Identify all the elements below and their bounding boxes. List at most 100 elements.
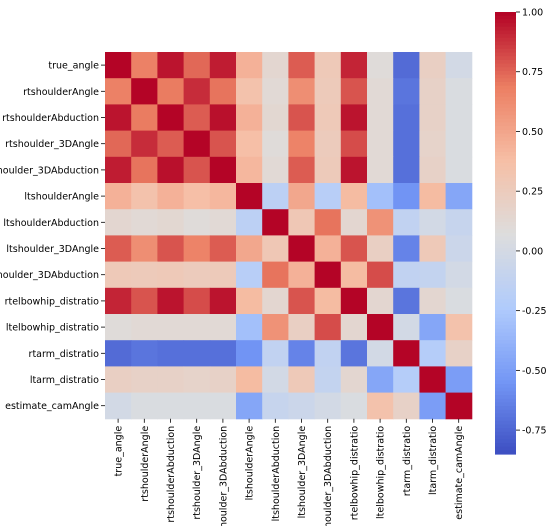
colorbar-band [495,145,516,149]
column-label: estimate_camAngle [454,426,465,520]
heatmap-cell [105,340,132,367]
row-label: rtelbowhip_distratio [5,296,100,307]
column-label: ltarm_distratio [428,426,439,495]
row-label: ltshoulderAngle [24,192,99,203]
heatmap-cell [393,366,420,393]
colorbar-band [495,19,516,23]
heatmap-cell [210,314,237,341]
colorbar-band [495,93,516,97]
heatmap-cell [446,235,473,262]
heatmap-cell [184,340,211,367]
heatmap-cell [393,78,420,105]
heatmap-cell [262,288,289,315]
heatmap-cell [419,340,446,367]
heatmap-cell [367,340,394,367]
heatmap-cell [184,314,211,341]
colorbar-band [495,23,516,27]
colorbar-band [495,318,516,322]
heatmap-cell [236,262,263,289]
colorbar-band [495,277,516,281]
heatmap-cell [105,157,132,184]
colorbar-band [495,325,516,329]
heatmap-cell [367,288,394,315]
heatmap-cell [341,314,368,341]
heatmap-cell [262,183,289,210]
colorbar-band [495,314,516,318]
colorbar-band [495,111,516,115]
heatmap-cell [210,183,237,210]
colorbar-tick-label: 0.50 [522,127,543,138]
heatmap-cell [105,314,132,341]
colorbar-band [495,237,516,241]
heatmap-cell [105,104,132,131]
heatmap-cell [131,235,158,262]
heatmap-cell [446,183,473,210]
heatmap-cell [315,157,342,184]
colorbar-band [495,163,516,167]
heatmap-cell [341,157,368,184]
heatmap-cell [131,157,158,184]
heatmap-cell [131,104,158,131]
heatmap-cell [446,393,473,420]
row-label: rtarm_distratio [29,349,100,360]
colorbar-band [495,207,516,211]
heatmap-cell [341,78,368,105]
heatmap-cell [288,209,315,236]
row-label: true_angle [48,61,99,72]
colorbar-band [495,406,516,410]
row-label: ltarm_distratio [30,375,99,386]
column-label: rtarm_distratio [402,426,413,497]
colorbar-band [495,321,516,325]
heatmap-cell [367,157,394,184]
colorbar-band [495,395,516,399]
colorbar-band [495,97,516,101]
heatmap-cell [367,78,394,105]
colorbar-band [495,75,516,79]
heatmap-cell [341,262,368,289]
colorbar-band [495,355,516,359]
heatmap-cell [315,262,342,289]
heatmap-cell [315,78,342,105]
heatmap-cell [315,314,342,341]
heatmap-cell [393,131,420,158]
heatmap-cell [157,131,184,158]
heatmap-cell [236,209,263,236]
colorbar-band [495,49,516,53]
heatmap-cell [210,235,237,262]
heatmap-cell [105,131,132,158]
heatmap-cell [341,366,368,393]
heatmap-cell [341,131,368,158]
heatmap-cell [367,366,394,393]
heatmap-cell [419,52,446,79]
colorbar-band [495,130,516,134]
colorbar-band [495,336,516,340]
heatmap-cell [262,209,289,236]
colorbar-band [495,134,516,138]
heatmap-cell [157,262,184,289]
colorbar-band [495,233,516,237]
heatmap-cell [157,157,184,184]
colorbar-band [495,288,516,292]
colorbar-band [495,266,516,270]
heatmap-cell [184,235,211,262]
heatmap-cell [131,393,158,420]
heatmap-cell [288,131,315,158]
colorbar-band [495,347,516,351]
heatmap-cell [184,393,211,420]
heatmap-cell [446,366,473,393]
colorbar-band [495,89,516,93]
heatmap-cell [157,104,184,131]
row-label: ltshoulder_3DAbduction [0,270,99,281]
colorbar-band [495,27,516,31]
heatmap-cell [262,52,289,79]
colorbar-tick-label: 0.25 [522,187,543,198]
heatmap-cell [315,209,342,236]
heatmap-cell [393,235,420,262]
heatmap-cell [315,393,342,420]
heatmap-cell [105,366,132,393]
heatmap-cell [446,104,473,131]
column-labels: true_angle rtshoulderAngle rtshoulderAbduc… [114,419,466,526]
colorbar-band [495,82,516,86]
row-label: rtshoulder_3DAngle [5,139,99,150]
heatmap-cell [262,157,289,184]
